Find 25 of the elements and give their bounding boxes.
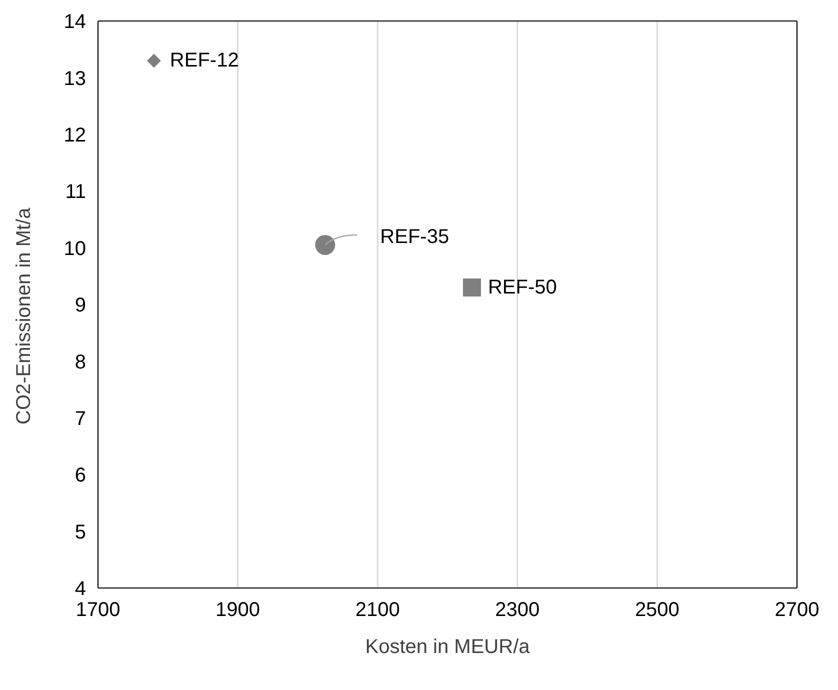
- y-tick-label: 10: [64, 238, 86, 260]
- y-tick-label: 4: [74, 578, 86, 600]
- x-tick-label: 1900: [216, 599, 260, 622]
- point: [315, 234, 336, 255]
- point: [462, 278, 481, 296]
- series-label: REF-50: [488, 276, 557, 298]
- y-tick-label: 14: [64, 11, 86, 34]
- x-tick-label: 2500: [634, 599, 680, 622]
- y-axis-title: CO2-Emissionen in Mt/a: [13, 206, 36, 424]
- x-tick-label: 2300: [495, 599, 540, 622]
- y-tick-label: 8: [74, 351, 86, 374]
- y-tick-label: 5: [74, 521, 86, 544]
- y-tick-label: 13: [64, 68, 86, 90]
- x-tick-label: 1700: [76, 599, 120, 622]
- x-tick-label: 2100: [355, 599, 400, 622]
- series-label: REF-12: [170, 50, 239, 72]
- y-tick-label: 7: [74, 408, 86, 430]
- y-tick-label: 12: [64, 124, 86, 146]
- x-axis-title: Kosten in MEUR/a: [365, 636, 531, 658]
- text: REF-35: [380, 226, 450, 248]
- y-tick-label: 9: [74, 294, 86, 317]
- y-tick-label: 6: [74, 464, 86, 487]
- y-tick-label: 11: [65, 181, 86, 204]
- x-tick-label: 2700: [774, 599, 820, 622]
- point: [146, 54, 161, 68]
